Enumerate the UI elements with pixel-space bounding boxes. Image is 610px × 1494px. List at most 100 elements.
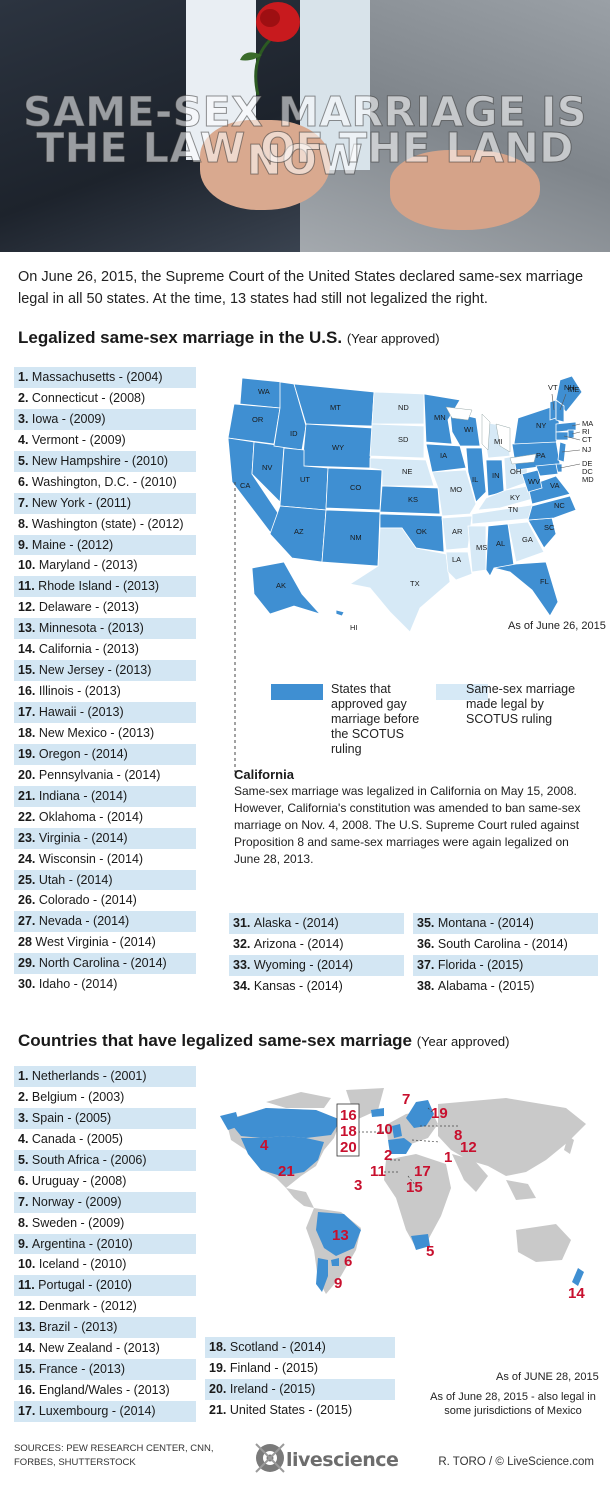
us-states-list-col3: 35. Montana - (2014) 36. South Carolina -… — [413, 913, 598, 997]
country-list-item: 18. Scotland - (2014) — [205, 1337, 395, 1358]
list-item-text: Hawaii - (2013) — [38, 705, 124, 719]
list-item-number: 7. — [18, 495, 32, 510]
us-title-subtitle: (Year approved) — [346, 331, 440, 346]
state-label-ma: MA — [582, 419, 593, 428]
list-item-number: 12. — [18, 1299, 39, 1314]
state-list-item: 23. Virginia - (2014) — [14, 827, 196, 849]
us-map-date: As of June 26, 2015 — [508, 620, 606, 632]
california-title: California — [234, 767, 294, 782]
list-item-number: 23. — [18, 830, 39, 845]
list-item-number: 28 — [18, 935, 36, 950]
state-label-mi: MI — [494, 437, 502, 446]
list-item-number: 2. — [18, 1089, 32, 1104]
country-number-13: 13 — [332, 1227, 349, 1244]
list-item-number: 27. — [18, 914, 39, 929]
state-list-item: 17. Hawaii - (2013) — [14, 702, 196, 723]
list-item-text: Scotland - (2014) — [229, 1340, 326, 1354]
hero-title-line1: SAME-SEX MARRIAGE IS NOW — [23, 88, 587, 185]
list-item-text: Nevada - (2014) — [38, 914, 130, 929]
list-item-text: Finland - (2015) — [229, 1360, 319, 1375]
list-item-text: New Hampshire - (2010) — [31, 453, 169, 468]
list-item-number: 20. — [18, 767, 39, 782]
legend-before-swatch — [271, 684, 323, 700]
state-md — [535, 463, 559, 477]
state-label-dc: DC — [582, 467, 593, 476]
country-list-item: 12. Denmark - (2012) — [14, 1296, 196, 1317]
list-item-text: Alabama - (2015) — [437, 978, 535, 993]
list-item-text: Arizona - (2014) — [253, 936, 344, 951]
country-number-16: 16 — [340, 1107, 357, 1124]
state-label-ri: RI — [582, 427, 590, 436]
list-item-text: Delaware - (2013) — [38, 600, 139, 615]
list-item-number: 17. — [18, 1404, 39, 1418]
list-item-text: Wisconsin - (2014) — [38, 851, 144, 866]
state-mn — [423, 393, 461, 445]
state-label-wy: WY — [332, 443, 344, 452]
state-list-item: 37. Florida - (2015) — [413, 954, 598, 976]
list-item-text: Utah - (2014) — [38, 872, 113, 887]
uk-ireland-callout-box — [336, 1103, 360, 1157]
state-list-item: 11. Rhode Island - (2013) — [14, 576, 196, 598]
country-number-2: 2 — [384, 1147, 392, 1164]
state-ak — [251, 561, 322, 615]
list-item-text: Connecticut - (2008) — [31, 390, 146, 405]
state-label-hi: HI — [350, 623, 358, 632]
list-item-text: Wyoming - (2014) — [253, 957, 354, 972]
country-number-17: 17 — [414, 1163, 431, 1180]
list-item-text: West Virginia - (2014) — [35, 935, 156, 950]
country-number-1: 1 — [444, 1149, 452, 1166]
list-item-number: 1. — [18, 370, 32, 384]
list-item-text: Indiana - (2014) — [38, 788, 128, 803]
country-list-item: 7. Norway - (2009) — [14, 1191, 196, 1213]
state-list-item: 6. Washington, D.C. - (2010) — [14, 472, 196, 493]
state-label-ok: OK — [416, 527, 427, 536]
state-list-item: 26. Colorado - (2014) — [14, 890, 196, 911]
list-item-number: 26. — [18, 893, 39, 908]
country-list-item: 6. Uruguay - (2008) — [14, 1171, 196, 1192]
list-item-text: New Mexico - (2013) — [38, 725, 155, 740]
state-tx — [348, 527, 451, 633]
us-title-text: Legalized same-sex marriage in the U.S. — [18, 328, 343, 347]
us-section-title: Legalized same-sex marriage in the U.S. … — [18, 328, 440, 348]
country-list-item: 3. Spain - (2005) — [14, 1107, 196, 1129]
state-label-tx: TX — [410, 579, 420, 588]
state-label-sc: SC — [544, 523, 555, 532]
list-item-number: 13. — [18, 1320, 39, 1335]
state-list-item: 34. Kansas - (2014) — [229, 976, 404, 997]
state-label-ar: AR — [452, 527, 463, 536]
list-item-text: Maine - (2012) — [31, 537, 114, 552]
legend-before-label: States that approved gay marriage before… — [331, 682, 420, 756]
state-mo — [431, 469, 477, 517]
list-item-number: 16. — [18, 1383, 39, 1398]
hero-photo: SAME-SEX MARRIAGE IS NOW THE LAW OF THE … — [0, 0, 610, 252]
list-item-text: Luxembourg - (2014) — [38, 1404, 156, 1418]
list-item-number: 18. — [18, 725, 39, 740]
list-item-text: North Carolina - (2014) — [38, 956, 167, 971]
state-label-va: VA — [550, 481, 559, 490]
callout-line — [561, 449, 581, 453]
state-label-md: MD — [582, 475, 594, 484]
list-item-text: Iceland - (2010) — [38, 1257, 127, 1272]
callout-line — [563, 435, 581, 441]
callout-line — [571, 423, 581, 427]
sources: SOURCES: PEW RESEARCH CENTER, CNN, FORBE… — [14, 1443, 214, 1468]
state-list-item: 20. Pennsylvania - (2014) — [14, 765, 196, 786]
list-item-text: Oklahoma - (2014) — [38, 809, 144, 824]
list-item-text: Virginia - (2014) — [38, 830, 128, 845]
list-item-number: 34. — [233, 978, 254, 993]
state-list-item: 28 West Virginia - (2014) — [14, 932, 196, 953]
list-item-text: Colorado - (2014) — [38, 893, 137, 908]
list-item-text: Massachusetts - (2004) — [31, 370, 163, 384]
list-item-number: 38. — [417, 978, 438, 993]
state-list-item: 5. New Hampshire - (2010) — [14, 450, 196, 472]
list-item-text: England/Wales - (2013) — [38, 1383, 170, 1398]
list-item-number: 8. — [18, 516, 32, 531]
legend-after-label: Same-sex marriage made legal by SCOTUS r… — [466, 682, 576, 726]
state-or — [227, 403, 281, 445]
state-label-ct: CT — [582, 435, 592, 444]
list-item-number: 15. — [18, 1362, 39, 1377]
list-item-text: Rhode Island - (2013) — [38, 579, 160, 594]
list-item-text: Kansas - (2014) — [253, 978, 343, 993]
state-list-item: 33. Wyoming - (2014) — [229, 954, 404, 976]
state-list-item: 24. Wisconsin - (2014) — [14, 849, 196, 870]
